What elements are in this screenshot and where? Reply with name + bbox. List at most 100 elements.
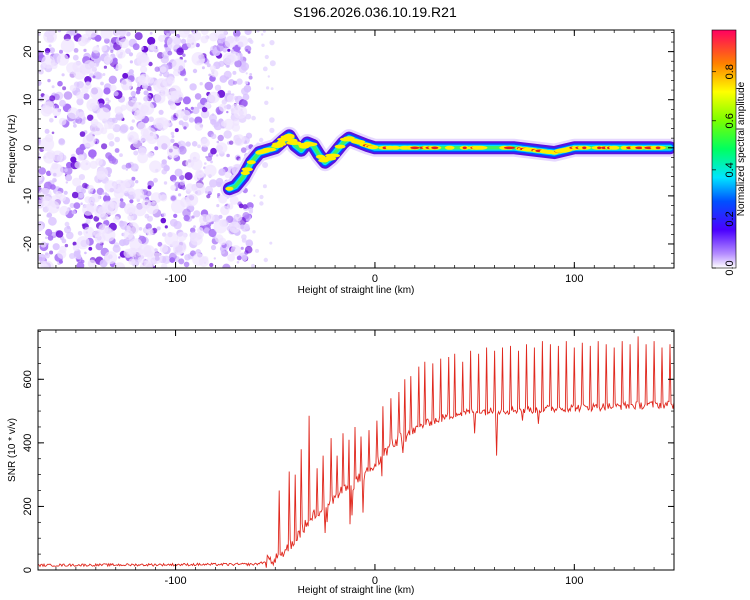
noise-point	[193, 225, 196, 229]
noise-point	[87, 114, 94, 121]
noise-haze	[163, 119, 171, 127]
noise-point	[113, 242, 120, 248]
noise-haze	[198, 256, 209, 267]
track-core	[635, 146, 643, 150]
noise-point	[190, 106, 194, 110]
noise-point	[178, 146, 187, 155]
colorbar-gradient	[711, 29, 737, 269]
noise-point	[148, 116, 154, 123]
noise-haze	[114, 106, 123, 115]
track-peak	[315, 154, 326, 159]
noise-point	[204, 81, 214, 91]
noise-point	[179, 69, 187, 77]
noise-point	[190, 227, 196, 233]
noise-point	[242, 93, 250, 101]
noise-haze	[96, 107, 111, 121]
track-core	[597, 146, 602, 150]
noise-point	[227, 48, 231, 52]
track-peak	[471, 145, 488, 150]
noise-point	[164, 225, 168, 229]
noise-point	[58, 259, 63, 264]
noise-point	[78, 192, 84, 199]
noise-point	[128, 52, 134, 57]
track-peak	[343, 136, 355, 141]
noise-point	[244, 30, 252, 36]
noise-point	[173, 213, 178, 218]
noise-haze	[113, 30, 128, 38]
noise-point	[228, 79, 235, 86]
noise-point	[133, 92, 136, 96]
noise-point	[72, 241, 77, 246]
noise-point	[201, 66, 205, 70]
track-core	[431, 146, 439, 150]
noise-point	[118, 256, 121, 259]
noise-haze	[104, 201, 118, 216]
track-peak	[609, 145, 620, 150]
noise-point	[216, 181, 222, 188]
noise-point	[108, 75, 118, 85]
noise-point	[62, 86, 67, 91]
colorbar-tick-label: 0.2	[724, 211, 736, 226]
noise-point	[238, 158, 241, 161]
noise-point	[79, 131, 86, 137]
noise-point	[164, 43, 169, 48]
noise-haze	[87, 259, 96, 268]
spectrogram-frame	[37, 29, 675, 269]
noise-haze	[218, 237, 227, 246]
noise-haze	[220, 205, 230, 216]
noise-point	[64, 243, 69, 248]
noise-haze	[78, 111, 85, 119]
noise-haze	[103, 55, 113, 65]
y-tick-label: 0	[22, 567, 34, 573]
noise-point	[49, 250, 54, 255]
noise-haze	[159, 244, 169, 253]
noise-point	[184, 172, 193, 181]
noise-point	[102, 73, 106, 76]
noise-haze	[218, 194, 228, 204]
noise-haze	[145, 250, 154, 259]
x-tick-label: 100	[565, 575, 583, 587]
noise-point	[73, 202, 81, 210]
noise-point	[129, 60, 133, 64]
colorbar: 0.0 0.2 0.4 0.6 0.8 Normalized spectral ampl…	[711, 29, 747, 276]
noise-point	[170, 131, 175, 136]
noise-haze	[59, 205, 70, 216]
noise-point	[119, 198, 124, 202]
noise-haze	[160, 194, 168, 202]
noise-point	[226, 153, 230, 158]
noise-point	[103, 194, 111, 203]
noise-haze	[169, 103, 177, 110]
noise-point	[51, 85, 55, 89]
colorbar-tick-label: 0.0	[724, 260, 736, 275]
noise-point	[82, 182, 88, 189]
spectrogram-x-label: Height of straight line (km)	[298, 285, 415, 296]
noise-point	[189, 83, 197, 91]
noise-point	[160, 217, 167, 224]
noise-point	[145, 223, 152, 230]
noise-haze	[80, 33, 91, 44]
noise-haze	[84, 81, 92, 90]
x-tick-label: 0	[372, 273, 378, 285]
noise-haze	[147, 77, 155, 84]
noise-point	[241, 99, 249, 107]
noise-point	[161, 51, 170, 59]
noise-point	[184, 77, 188, 82]
noise-point	[153, 177, 158, 183]
noise-point	[108, 156, 117, 164]
noise-point	[65, 181, 69, 184]
noise-haze	[229, 221, 241, 234]
noise-point	[128, 96, 133, 101]
noise-point	[101, 192, 105, 195]
noise-point	[38, 152, 41, 156]
noise-point	[118, 220, 125, 227]
noise-point	[267, 75, 270, 78]
spectrogram-y-label: Frequency (Hz)	[7, 115, 18, 184]
noise-point	[45, 50, 50, 56]
noise-point	[191, 215, 195, 219]
noise-haze	[56, 53, 69, 66]
noise-point	[193, 210, 201, 218]
noise-haze	[77, 154, 85, 162]
noise-point	[217, 134, 224, 142]
noise-haze	[69, 84, 77, 92]
